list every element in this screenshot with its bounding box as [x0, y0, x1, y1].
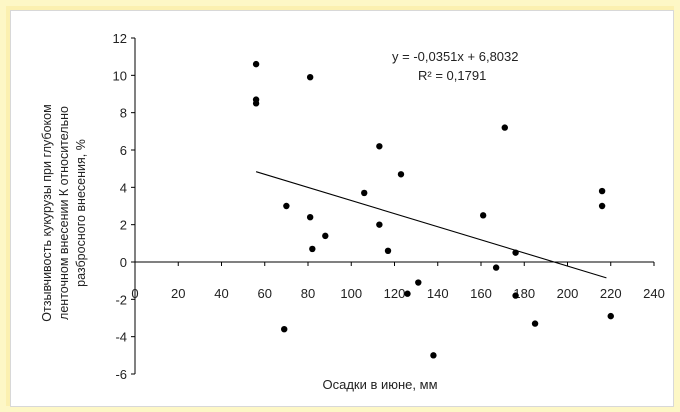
y-tick-label: 2	[120, 218, 127, 233]
trendline	[255, 171, 607, 279]
y-axis-label-line-1: Отзывчивость кукурузы при глубоком	[40, 104, 54, 321]
x-tick-label: 60	[258, 286, 272, 301]
y-axis-label-line-3: разбросного внесения, %	[74, 139, 88, 287]
data-point	[512, 249, 519, 256]
y-tick-label: -4	[115, 330, 127, 345]
data-point	[404, 290, 411, 297]
y-tick-label: -6	[115, 367, 127, 382]
data-point	[598, 202, 606, 210]
trendline-equation: y = -0,0351x + 6,8032	[392, 49, 518, 64]
x-tick-label: 240	[643, 286, 665, 301]
y-tick-label: -2	[115, 292, 127, 307]
data-point	[607, 312, 614, 320]
x-tick-label: 80	[301, 286, 315, 301]
data-point	[430, 352, 437, 359]
x-tick-label: 140	[427, 286, 449, 301]
x-tick-label: 180	[513, 286, 535, 301]
data-points	[252, 60, 614, 359]
data-point	[306, 214, 314, 221]
y-tick-label: 12	[113, 31, 127, 46]
data-point	[306, 74, 314, 81]
y-tick-label: 8	[120, 106, 127, 121]
chart-panel	[10, 10, 674, 407]
x-tick-label: 20	[171, 286, 185, 301]
data-point	[397, 171, 405, 178]
data-point	[309, 245, 316, 253]
x-axis-label: Осадки в июне, мм	[322, 377, 437, 392]
y-tick-label: 0	[120, 255, 127, 270]
data-point	[361, 189, 368, 197]
data-point	[512, 292, 519, 299]
x-tick-label: 40	[214, 286, 228, 301]
x-tick-label: 160	[470, 286, 492, 301]
data-point	[531, 320, 539, 327]
y-tick-label: 6	[120, 143, 127, 158]
x-tick-label: 0	[131, 286, 138, 301]
data-point	[252, 100, 260, 107]
y-axis-label: Отзывчивость кукурузы при глубоком ленто…	[40, 104, 88, 321]
x-tick-label: 200	[557, 286, 579, 301]
x-tick-label: 220	[600, 286, 622, 301]
data-point	[479, 212, 487, 219]
data-point	[252, 60, 260, 68]
data-point	[283, 202, 290, 210]
data-point	[501, 124, 508, 131]
y-tick-label: 4	[120, 180, 127, 195]
data-point	[598, 187, 606, 195]
data-point	[376, 221, 383, 228]
data-point	[384, 247, 392, 254]
x-tick-label: 120	[384, 286, 406, 301]
tick-labels: 0 20 40 60 80 100 120 140 160 180 200 220 240 -6 -4 -2 0…	[113, 31, 665, 382]
data-point	[281, 326, 288, 333]
axis-ticks	[131, 37, 655, 375]
data-point	[415, 279, 422, 286]
r-squared: R² = 0,1791	[418, 68, 486, 83]
y-axis-label-line-2: ленточном внесении К относительно	[57, 106, 71, 320]
data-point	[322, 232, 329, 240]
y-tick-label: 10	[113, 68, 127, 83]
x-tick-label: 100	[340, 286, 362, 301]
data-point	[376, 143, 383, 150]
data-point	[492, 264, 500, 271]
